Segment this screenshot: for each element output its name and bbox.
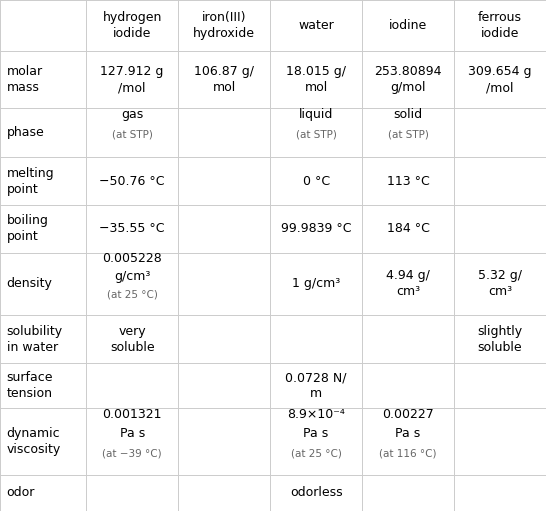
Text: (at 116 °C): (at 116 °C) bbox=[379, 448, 437, 458]
Text: solid: solid bbox=[394, 108, 423, 122]
Text: phase: phase bbox=[7, 126, 44, 139]
Text: 184 °C: 184 °C bbox=[387, 222, 430, 235]
Text: 0.0728 N/
m: 0.0728 N/ m bbox=[286, 371, 347, 400]
Text: slightly
soluble: slightly soluble bbox=[477, 324, 523, 354]
Text: gas: gas bbox=[121, 108, 143, 122]
Text: density: density bbox=[7, 277, 52, 290]
Text: −50.76 °C: −50.76 °C bbox=[99, 175, 165, 188]
Text: 18.015 g/
mol: 18.015 g/ mol bbox=[286, 65, 346, 94]
Text: 113 °C: 113 °C bbox=[387, 175, 429, 188]
Text: 4.94 g/
cm³: 4.94 g/ cm³ bbox=[386, 269, 430, 298]
Text: iron(III)
hydroxide: iron(III) hydroxide bbox=[193, 11, 255, 40]
Text: water: water bbox=[298, 19, 334, 32]
Text: 0.00227: 0.00227 bbox=[382, 408, 434, 422]
Text: 0.001321: 0.001321 bbox=[103, 408, 162, 422]
Text: surface
tension: surface tension bbox=[7, 371, 53, 400]
Text: ferrous
iodide: ferrous iodide bbox=[478, 11, 522, 40]
Text: 0 °C: 0 °C bbox=[302, 175, 330, 188]
Text: dynamic
viscosity: dynamic viscosity bbox=[7, 427, 61, 456]
Text: 309.654 g
/mol: 309.654 g /mol bbox=[468, 65, 532, 94]
Text: (at 25 °C): (at 25 °C) bbox=[290, 448, 341, 458]
Text: 106.87 g/
mol: 106.87 g/ mol bbox=[194, 65, 254, 94]
Text: melting
point: melting point bbox=[7, 167, 54, 196]
Text: 99.9839 °C: 99.9839 °C bbox=[281, 222, 351, 235]
Text: iodine: iodine bbox=[389, 19, 427, 32]
Text: solubility
in water: solubility in water bbox=[7, 324, 63, 354]
Text: (at 25 °C): (at 25 °C) bbox=[106, 290, 158, 300]
Text: 127.912 g
/mol: 127.912 g /mol bbox=[100, 65, 164, 94]
Text: boiling
point: boiling point bbox=[7, 214, 49, 243]
Text: odor: odor bbox=[7, 486, 35, 499]
Text: 5.32 g/
cm³: 5.32 g/ cm³ bbox=[478, 269, 522, 298]
Text: liquid: liquid bbox=[299, 108, 333, 122]
Text: (at STP): (at STP) bbox=[295, 130, 336, 140]
Text: 253.80894
g/mol: 253.80894 g/mol bbox=[375, 65, 442, 94]
Text: (at STP): (at STP) bbox=[388, 130, 429, 140]
Text: 8.9×10⁻⁴: 8.9×10⁻⁴ bbox=[287, 408, 345, 422]
Text: Pa s: Pa s bbox=[120, 428, 145, 440]
Text: (at −39 °C): (at −39 °C) bbox=[102, 448, 162, 458]
Text: (at STP): (at STP) bbox=[112, 130, 152, 140]
Text: very
soluble: very soluble bbox=[110, 324, 155, 354]
Text: odorless: odorless bbox=[290, 486, 342, 499]
Text: molar
mass: molar mass bbox=[7, 65, 43, 94]
Text: Pa s: Pa s bbox=[395, 428, 420, 440]
Text: 1 g/cm³: 1 g/cm³ bbox=[292, 277, 340, 290]
Text: g/cm³: g/cm³ bbox=[114, 270, 150, 283]
Text: 0.005228: 0.005228 bbox=[102, 252, 162, 265]
Text: Pa s: Pa s bbox=[304, 428, 329, 440]
Text: −35.55 °C: −35.55 °C bbox=[99, 222, 165, 235]
Text: hydrogen
iodide: hydrogen iodide bbox=[103, 11, 162, 40]
